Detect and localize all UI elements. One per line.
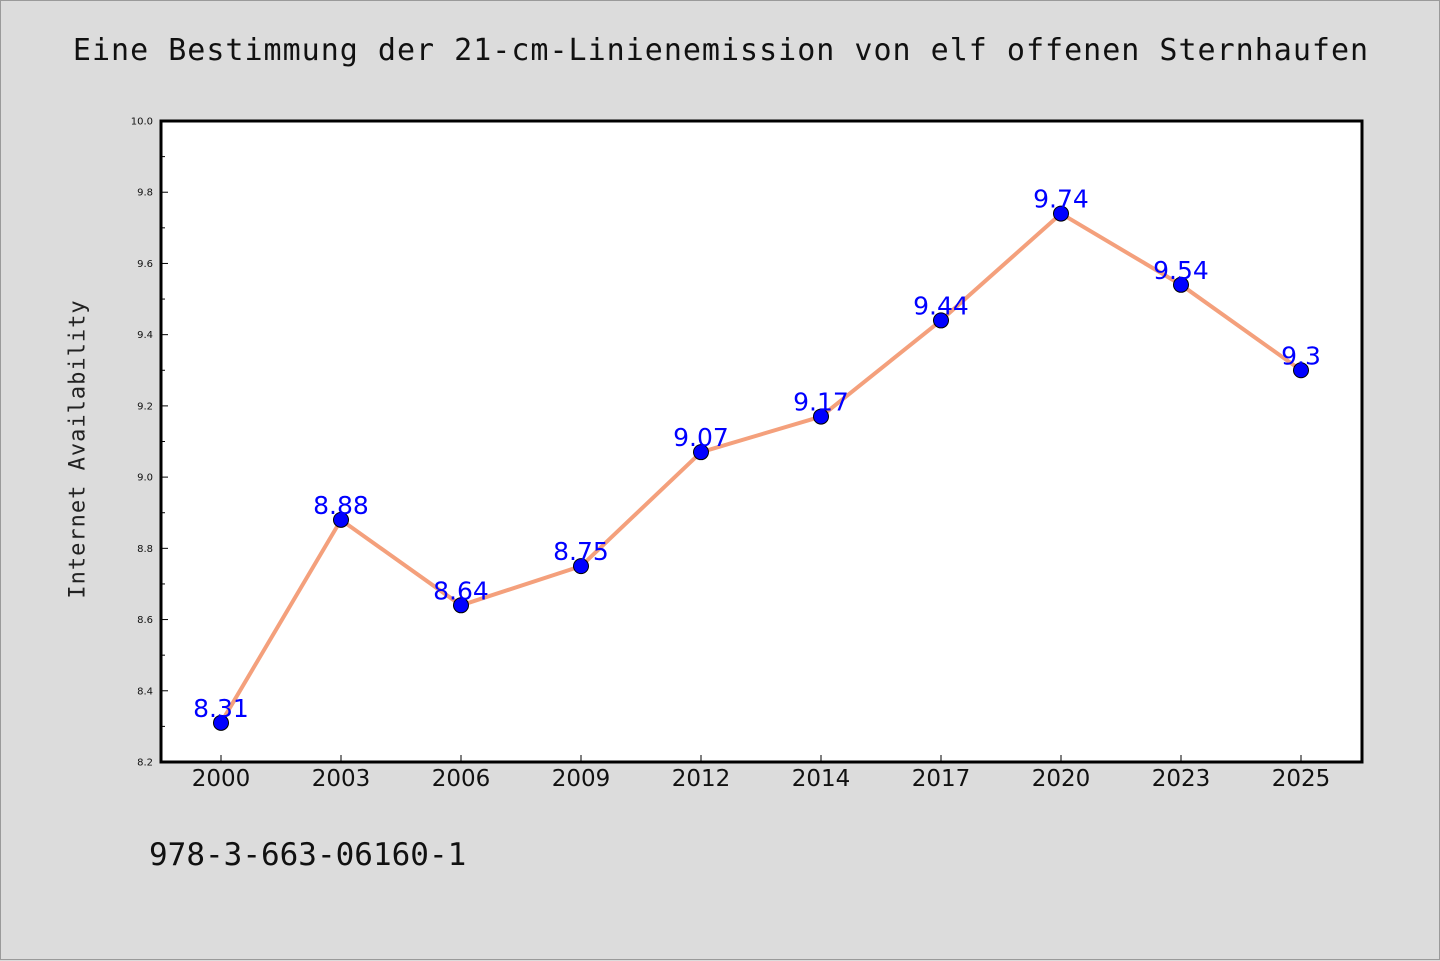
y-tick-label: 9.8	[137, 188, 153, 199]
data-label: 9.17	[793, 388, 849, 417]
y-tick-label: 8.2	[137, 758, 153, 769]
y-tick-label: 9.4	[137, 330, 153, 341]
x-tick-label: 2009	[552, 766, 611, 792]
y-tick-label: 9.0	[137, 473, 153, 484]
x-tick-label: 2020	[1032, 766, 1091, 792]
data-label: 8.75	[553, 537, 609, 566]
chart-title: Eine Bestimmung der 21-cm-Linienemission…	[72, 33, 1370, 68]
y-tick-label: 9.2	[137, 401, 153, 412]
series-line	[219, 211, 1303, 725]
data-label: 9.3	[1281, 341, 1321, 370]
x-tick-label: 2003	[312, 766, 371, 792]
plot-area	[159, 119, 1364, 764]
data-point	[573, 558, 589, 575]
x-tick-label: 2006	[432, 766, 491, 792]
x-tick-label: 2012	[672, 766, 731, 792]
data-point	[333, 511, 349, 528]
footer-code: 978-3-663-06160-1	[149, 837, 467, 873]
y-tick-label: 8.8	[137, 544, 153, 555]
data-point	[1053, 205, 1069, 222]
data-label: 9.07	[673, 423, 729, 452]
x-tick-label: 2014	[792, 766, 851, 792]
y-tick-label: 9.6	[137, 259, 153, 270]
data-label: 8.31	[193, 694, 249, 723]
data-point	[1173, 276, 1189, 293]
data-point	[813, 408, 829, 425]
data-label: 8.64	[433, 576, 489, 605]
data-point	[453, 597, 469, 614]
data-label: 9.74	[1033, 185, 1089, 214]
x-tick-label: 2023	[1152, 766, 1211, 792]
data-label: 9.44	[913, 291, 969, 320]
data-label: 8.88	[313, 491, 369, 520]
data-point	[933, 312, 949, 329]
data-point	[1293, 362, 1309, 379]
y-tick-label: 10.0	[131, 117, 153, 128]
y-tick-label: 8.6	[137, 615, 153, 626]
data-point	[213, 714, 229, 731]
y-tick-label: 8.4	[137, 686, 153, 697]
data-label: 9.54	[1153, 256, 1209, 285]
x-tick-label: 2000	[192, 766, 251, 792]
x-tick-label: 2017	[912, 766, 971, 792]
x-tick-label: 2025	[1272, 766, 1331, 792]
data-point	[693, 444, 709, 461]
